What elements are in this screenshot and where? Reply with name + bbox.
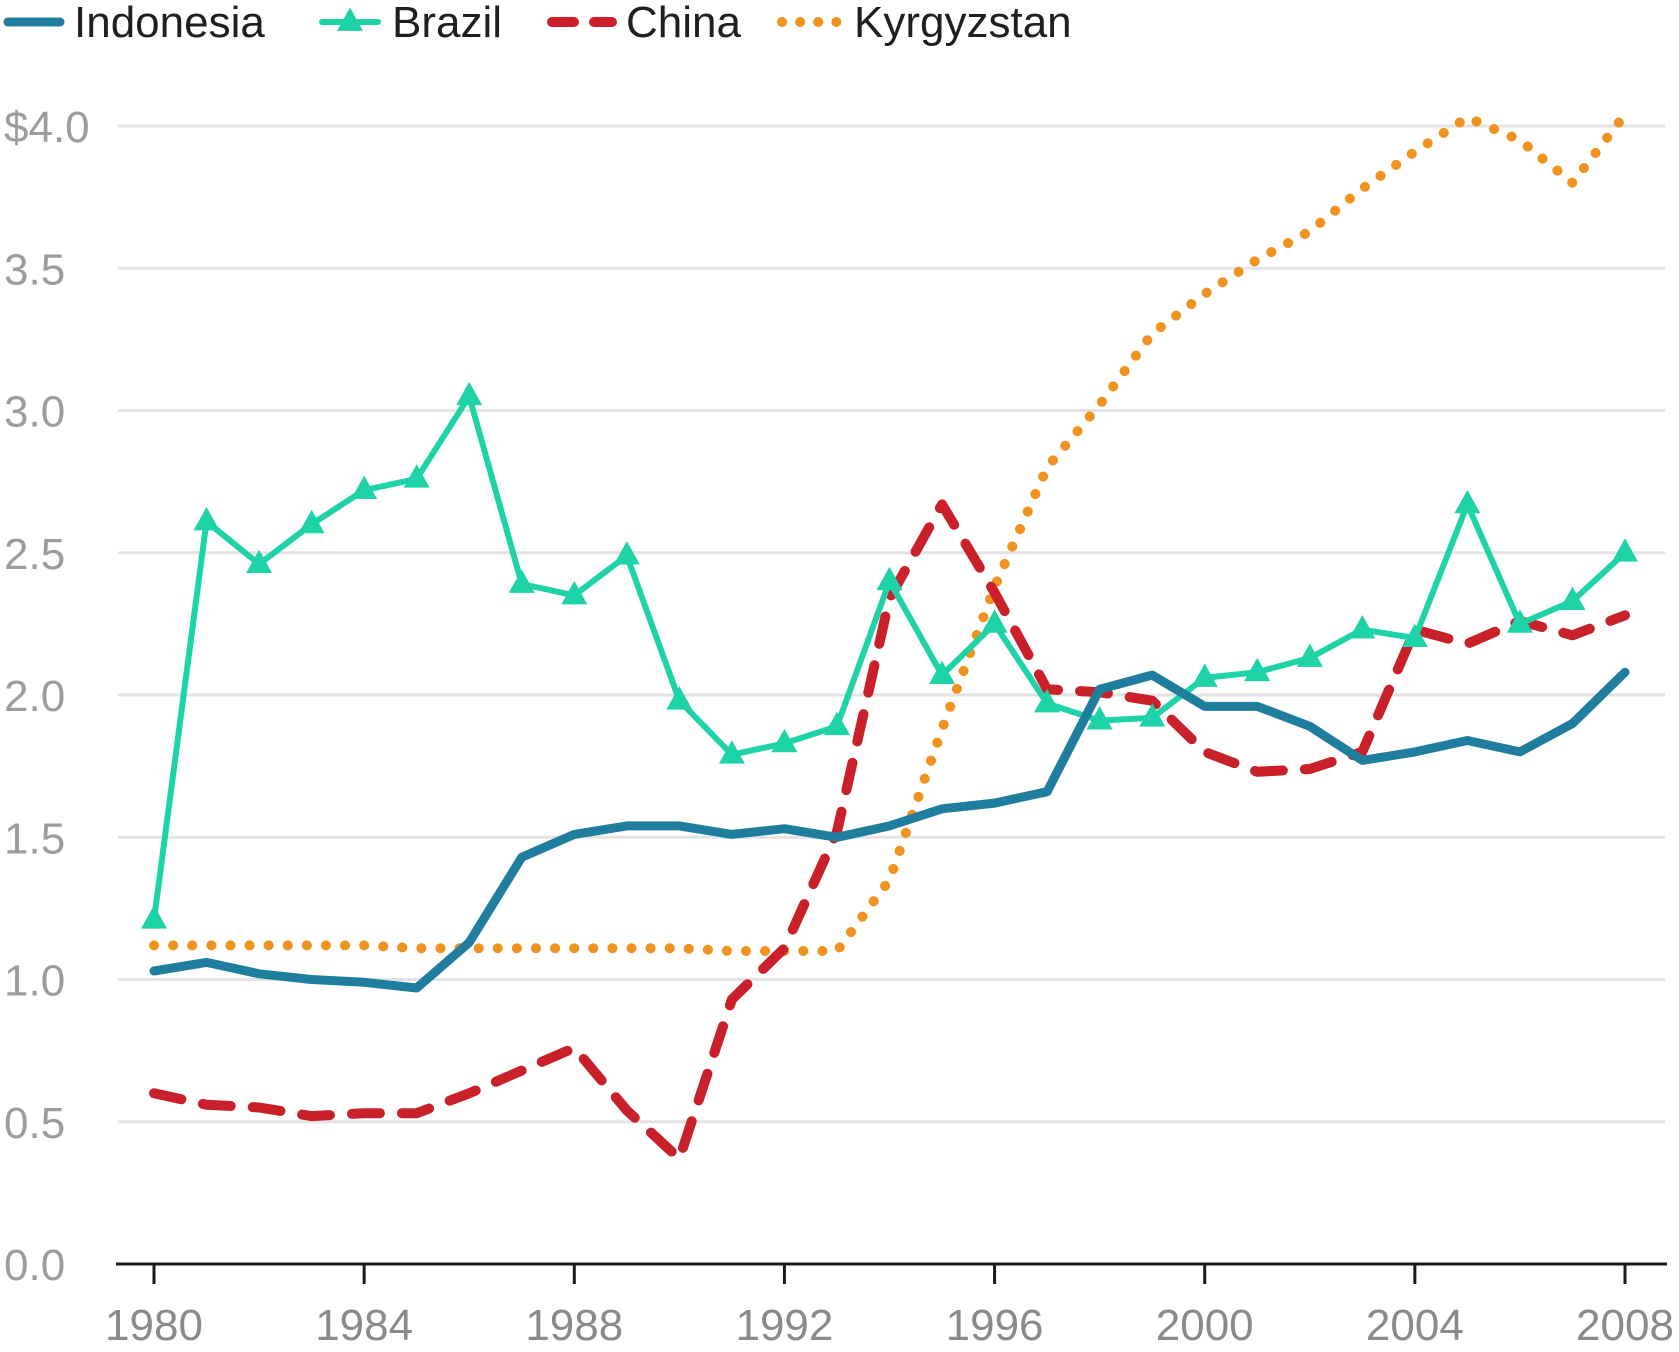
data-point-brazil xyxy=(613,541,640,565)
legend-item-kyrgyzstan: Kyrgyzstan xyxy=(777,0,1072,47)
data-point-brazil xyxy=(718,740,745,764)
data-point-brazil xyxy=(1034,689,1061,713)
legend-label-indonesia: Indonesia xyxy=(74,0,265,47)
data-point-brazil xyxy=(141,905,167,929)
series-kyrgyzstan xyxy=(149,109,1630,956)
data-point-brazil xyxy=(403,464,430,488)
series-line-china xyxy=(149,499,1630,1164)
data-point-brazil xyxy=(1454,489,1481,514)
y-tick-label: 2.0 xyxy=(4,672,65,721)
data-point-brazil xyxy=(1349,615,1376,639)
legend-marker-brazil xyxy=(337,7,363,31)
series-line-indonesia xyxy=(149,667,1630,993)
legend-item-brazil: Brazil xyxy=(319,0,502,47)
y-tick-label: 3.5 xyxy=(4,245,65,294)
x-tick-label: 1988 xyxy=(525,1301,623,1350)
gridlines: 0.0 0.5 1.0 1.5 2.0 2.5 3.0 3.5 $4.0 xyxy=(4,103,1665,1290)
series-brazil xyxy=(141,381,1638,929)
series-indonesia xyxy=(149,667,1630,993)
data-point-brazil xyxy=(1296,643,1323,667)
data-point-brazil xyxy=(771,728,798,753)
series-line-kyrgyzstan xyxy=(149,109,1630,956)
legend-label-kyrgyzstan: Kyrgyzstan xyxy=(854,0,1072,47)
data-point-brazil xyxy=(1191,663,1218,687)
x-tick-label: 2008 xyxy=(1576,1301,1674,1350)
y-tick-label: 1.5 xyxy=(4,814,65,863)
x-tick-label: 1996 xyxy=(946,1301,1044,1350)
data-point-brazil xyxy=(456,381,483,406)
data-point-brazil xyxy=(1244,657,1271,682)
legend-label-china: China xyxy=(626,0,741,47)
data-point-brazil xyxy=(193,506,220,531)
data-point-brazil xyxy=(351,475,378,500)
legend-label-brazil: Brazil xyxy=(392,0,502,47)
data-point-brazil xyxy=(1506,609,1533,633)
legend-item-china: China xyxy=(547,0,741,47)
y-tick-label: $4.0 xyxy=(4,103,90,152)
y-tick-label: 3.0 xyxy=(4,388,65,437)
x-tick-label: 2004 xyxy=(1366,1301,1464,1350)
legend-item-indonesia: Indonesia xyxy=(3,0,265,47)
data-point-brazil xyxy=(1559,586,1586,611)
series-lines xyxy=(141,109,1638,1164)
data-point-brazil xyxy=(1086,706,1113,730)
y-tick-label: 0.5 xyxy=(4,1099,65,1148)
data-point-brazil xyxy=(823,711,850,736)
x-tick-label: 1980 xyxy=(105,1301,203,1350)
data-point-brazil xyxy=(876,566,903,591)
y-tick-label: 1.0 xyxy=(4,957,65,1006)
data-point-brazil xyxy=(508,569,535,593)
x-tick-label: 2000 xyxy=(1156,1301,1254,1350)
data-point-brazil xyxy=(929,660,956,684)
data-point-brazil xyxy=(246,549,273,574)
x-tick-label: 1984 xyxy=(315,1301,413,1350)
data-point-brazil xyxy=(981,609,1008,633)
data-point-brazil xyxy=(561,580,588,605)
x-tick-label: 1992 xyxy=(735,1301,833,1350)
legend: Indonesia Brazil China Kyrgyzstan xyxy=(3,0,1072,47)
data-point-brazil xyxy=(1612,538,1638,562)
x-axis: 1980 1984 1988 1992 1996 2000 2004 2008 xyxy=(105,1262,1674,1350)
y-tick-label: 0.0 xyxy=(4,1241,65,1290)
data-point-brazil xyxy=(1401,623,1428,647)
data-point-brazil xyxy=(1139,703,1166,727)
data-point-brazil xyxy=(666,686,693,710)
y-tick-label: 2.5 xyxy=(4,530,65,579)
data-point-brazil xyxy=(298,509,325,534)
series-china xyxy=(149,499,1630,1164)
